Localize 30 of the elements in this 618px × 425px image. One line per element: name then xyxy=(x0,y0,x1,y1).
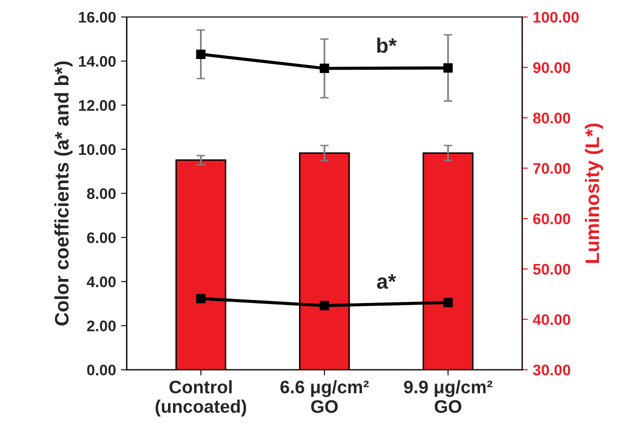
point xyxy=(443,63,453,73)
point xyxy=(320,64,330,74)
y-tick-label: 10.00 xyxy=(79,144,116,155)
point xyxy=(320,300,330,310)
series-label: a* xyxy=(377,274,396,289)
y-tick-label: 8.00 xyxy=(87,188,116,200)
point xyxy=(196,294,206,304)
y2-tick-label: 30.00 xyxy=(532,364,570,376)
y-tick-label: 0.00 xyxy=(87,364,116,376)
y-tick-label: 16.00 xyxy=(79,12,116,23)
y-tick-label: 4.00 xyxy=(86,276,116,288)
x-tick-label: 9.9 μg/cm² GO xyxy=(404,380,492,413)
y-axis-title: Color coefficients (a* and b*) xyxy=(54,61,72,326)
point xyxy=(443,298,453,308)
y2-tick-label: 70.00 xyxy=(533,163,570,174)
y2-tick-label: 90.00 xyxy=(533,62,570,74)
y-tick-label: 6.00 xyxy=(87,232,116,244)
x-tick-label: Control (uncoated) xyxy=(156,380,246,416)
y-tick-label: 12.00 xyxy=(79,100,116,111)
y2-tick-label: 50.00 xyxy=(533,264,570,275)
point xyxy=(196,50,206,59)
y2-axis-title: Luminosity (L*) xyxy=(584,124,604,263)
y2-tick-label: 100.00 xyxy=(534,12,579,23)
y2-tick-label: 80.00 xyxy=(533,112,570,124)
y2-tick-label: 60.00 xyxy=(533,213,570,224)
y2-tick-label: 40.00 xyxy=(532,314,570,326)
y-tick-label: 2.00 xyxy=(87,320,116,332)
x-tick-label: 6.6 μg/cm² GO xyxy=(280,380,369,413)
y-tick-label: 14.00 xyxy=(79,56,116,67)
series-label: b* xyxy=(377,38,397,53)
